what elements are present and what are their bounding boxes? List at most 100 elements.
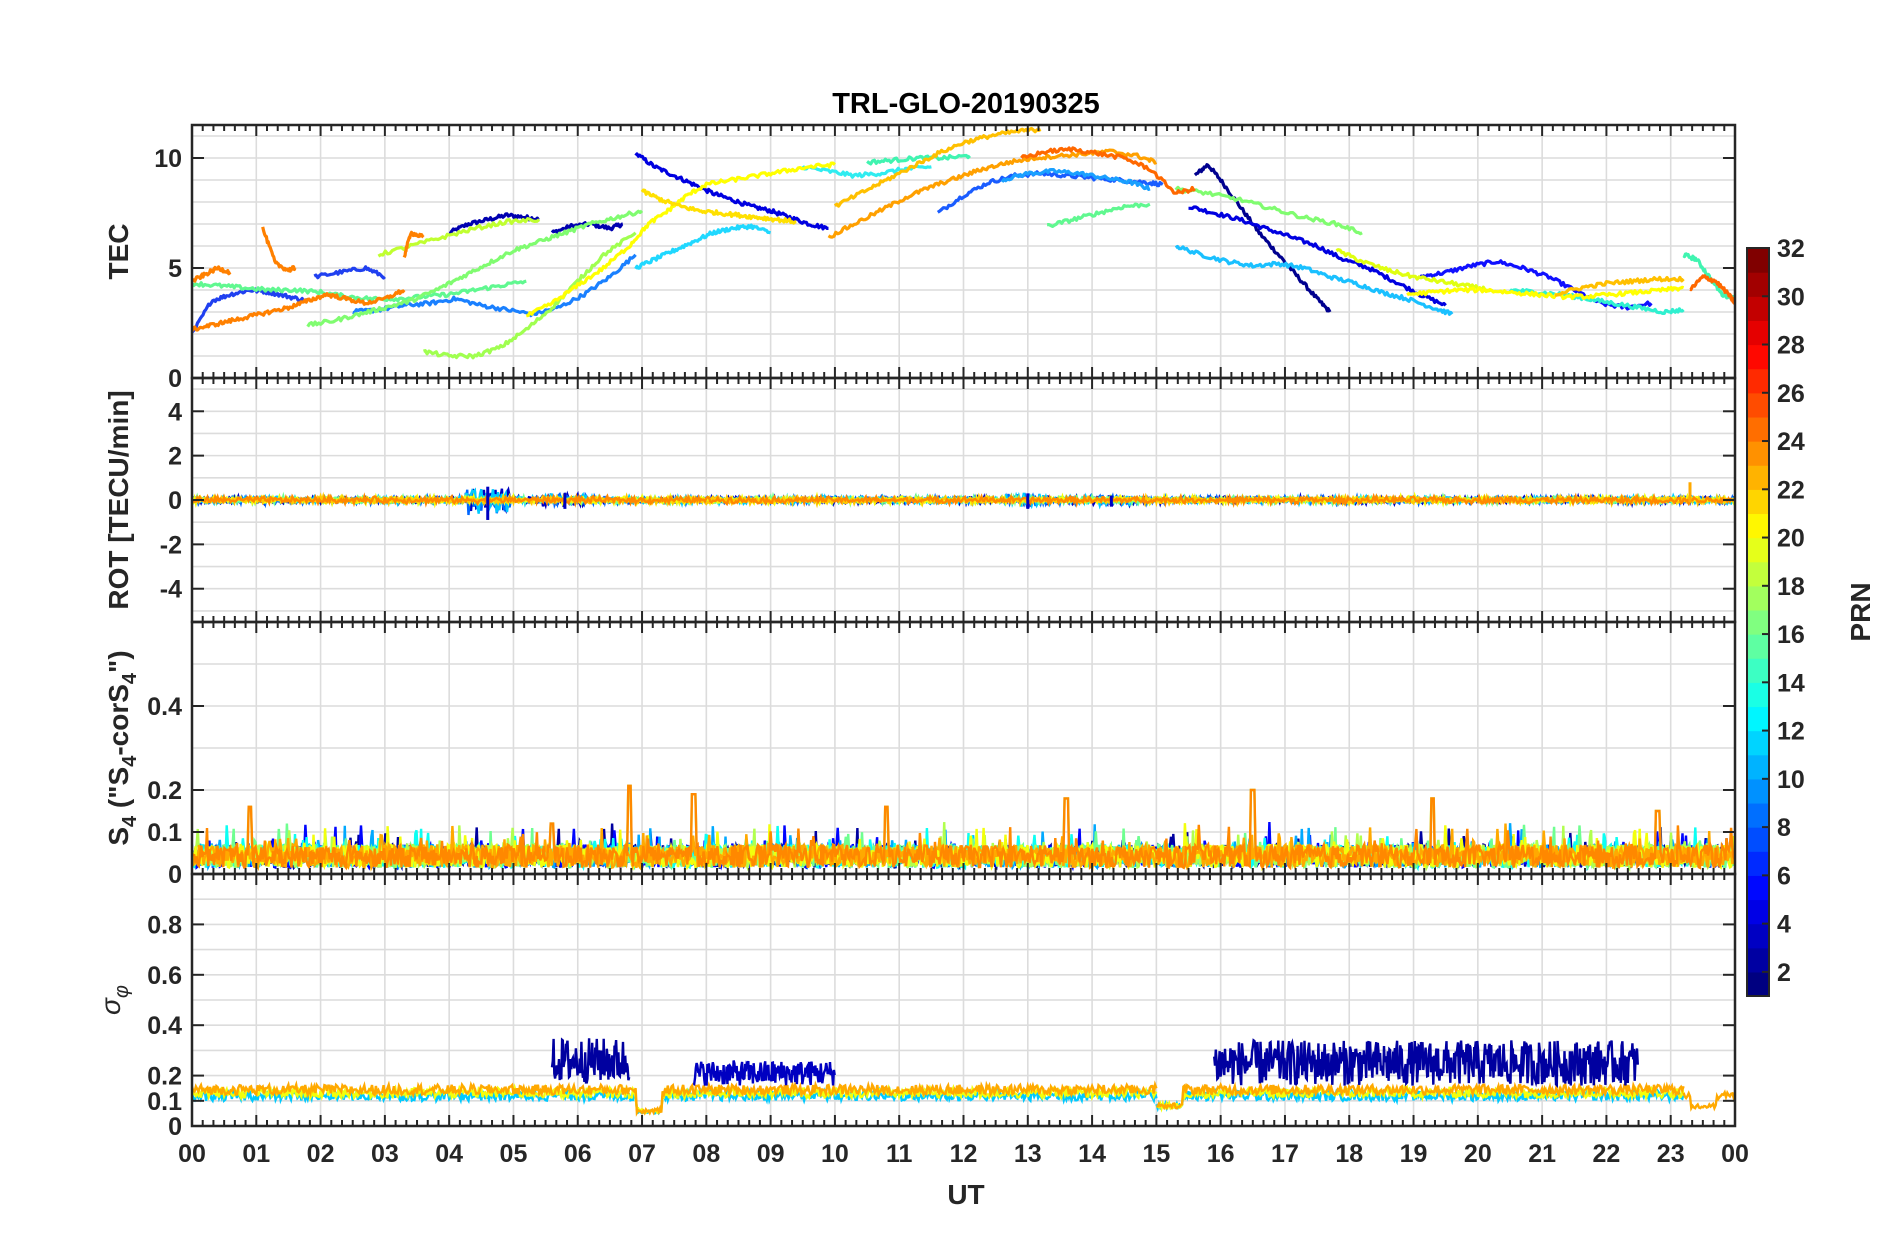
y-tick-label: 0 — [168, 365, 182, 393]
tec-series-prn-3 — [1188, 205, 1447, 307]
colorbar-tick-label: 20 — [1777, 525, 1805, 553]
x-tick-label: 16 — [1207, 1140, 1235, 1168]
x-tick-label: 11 — [886, 1140, 913, 1168]
tec-series-prn-3 — [634, 152, 829, 231]
colorbar-segment — [1747, 754, 1769, 780]
x-tick-label: 20 — [1464, 1140, 1492, 1168]
y-tick-label: 0.8 — [147, 911, 182, 939]
x-tick-label: 04 — [435, 1140, 463, 1168]
colorbar-tick-label: 2 — [1777, 959, 1791, 987]
colorbar-tick-label: 4 — [1777, 911, 1791, 939]
colorbar-segment — [1747, 682, 1769, 708]
colorbar-segment — [1747, 320, 1769, 346]
colorbar-segment — [1747, 658, 1769, 683]
x-tick-label: 07 — [628, 1140, 656, 1168]
tec-series-prn-24 — [192, 289, 406, 332]
colorbar-segment — [1747, 609, 1769, 635]
x-tick-label: 02 — [307, 1140, 335, 1168]
colorbar-label: PRN — [1845, 582, 1876, 641]
y-tick-label: 0.4 — [147, 1012, 182, 1040]
tec-series-prn-15 — [1047, 202, 1151, 228]
colorbar-tick-label: 30 — [1777, 283, 1805, 311]
y-tick-label: -4 — [160, 576, 182, 604]
tec-series-prn-22 — [1554, 275, 1685, 297]
x-tick-label: 13 — [1014, 1140, 1042, 1168]
rot-series-prn-24 — [192, 492, 1735, 509]
x-tick-label: 19 — [1400, 1140, 1428, 1168]
y-tick-label: 2 — [168, 443, 182, 471]
plot-area-1 — [192, 126, 1735, 360]
tec-series-prn-16 — [1174, 185, 1363, 236]
x-tick-label: 18 — [1335, 1140, 1363, 1168]
colorbar-segment — [1747, 851, 1769, 876]
colorbar-segment — [1747, 899, 1769, 925]
x-tick-label: 10 — [821, 1140, 849, 1168]
colorbar-segment — [1747, 947, 1769, 973]
y-tick-label: 4 — [168, 398, 182, 426]
colorbar-tick-label: 22 — [1777, 476, 1805, 504]
y-tick-label: 0.6 — [147, 962, 182, 990]
tec-series-prn-20 — [1406, 285, 1685, 301]
sigma-series-prn-2 — [550, 1037, 631, 1084]
tec-series-prn-21 — [640, 188, 797, 225]
tec-series-prn-24 — [402, 230, 425, 258]
tec-series-prn-17 — [422, 231, 637, 360]
x-tick-label: 12 — [950, 1140, 978, 1168]
sigma-band — [192, 1080, 1158, 1117]
x-tick-label: 23 — [1657, 1140, 1685, 1168]
colorbar-segment — [1747, 561, 1769, 587]
plot-area-2 — [192, 482, 1735, 520]
y-tick-label: 0.2 — [147, 1063, 182, 1091]
x-tick-label: 09 — [757, 1140, 785, 1168]
colorbar-tick-label: 6 — [1777, 862, 1791, 890]
colorbar-tick-label: 18 — [1777, 573, 1805, 601]
tec-series-prn-8 — [352, 253, 637, 318]
panel-2: -4 -2 0 2 4 ROT [TECU/min] — [103, 376, 1737, 624]
y-tick-label: 0.2 — [147, 777, 182, 805]
colorbar-segment — [1747, 875, 1769, 901]
colorbar-segment — [1747, 585, 1769, 611]
tec-series-prn-16 — [306, 209, 644, 328]
y-tick-label: 0.4 — [147, 693, 182, 721]
colorbar-segment — [1747, 344, 1769, 370]
x-axis-label: UT — [947, 1179, 984, 1210]
x-tick-label: 15 — [1142, 1140, 1170, 1168]
tec-series-prn-5 — [192, 287, 309, 334]
x-tick-label: 08 — [692, 1140, 720, 1168]
tec-series-prn-20 — [525, 161, 836, 318]
colorbar-segment — [1747, 827, 1769, 852]
colorbar-segment — [1747, 778, 1769, 804]
s4-series-prn-24 — [192, 784, 1735, 871]
x-tick-label: 05 — [500, 1140, 528, 1168]
tec-series-prn-9 — [1000, 168, 1151, 191]
y-tick-label: -2 — [160, 531, 182, 559]
panel-1: 0 5 10 TEC — [103, 123, 1737, 393]
tec-series-prn-10 — [1174, 244, 1454, 316]
panel-3: 0 0.1 0.2 0.4S4 ("S4-corS4") — [103, 620, 1737, 889]
colorbar-tick-label: 32 — [1777, 235, 1805, 263]
y-tick-label: 0 — [168, 861, 182, 889]
panel-4: 00.10.2 0.4 0.6 0.8 σφ — [95, 872, 1737, 1141]
sigma-series-prn-2 — [1213, 1038, 1639, 1088]
y-axis-label: ROT [TECU/min] — [103, 390, 134, 609]
x-tick-label: 14 — [1078, 1140, 1106, 1168]
x-tick-label: 06 — [564, 1140, 592, 1168]
colorbar-tick-label: 10 — [1777, 766, 1805, 794]
tec-series-prn-23 — [827, 148, 1158, 239]
tec-series-prn-5 — [313, 265, 386, 280]
tec-series-prn-11 — [634, 223, 772, 270]
tec-series-prn-24 — [192, 265, 232, 283]
y-axis-label: S4 ("S4-corS4") — [103, 650, 141, 845]
y-axis-label: σφ — [95, 985, 133, 1015]
colorbar-tick-label: 16 — [1777, 621, 1805, 649]
colorbar-segment — [1747, 441, 1769, 466]
chart-title: TRL-GLO-20190325 — [832, 88, 1100, 120]
sigma-band — [1156, 1081, 1685, 1111]
colorbar-box — [1746, 247, 1770, 997]
tec-series-prn-19 — [1335, 248, 1492, 293]
x-tick-label: 17 — [1271, 1140, 1299, 1168]
colorbar-segment — [1747, 296, 1769, 321]
